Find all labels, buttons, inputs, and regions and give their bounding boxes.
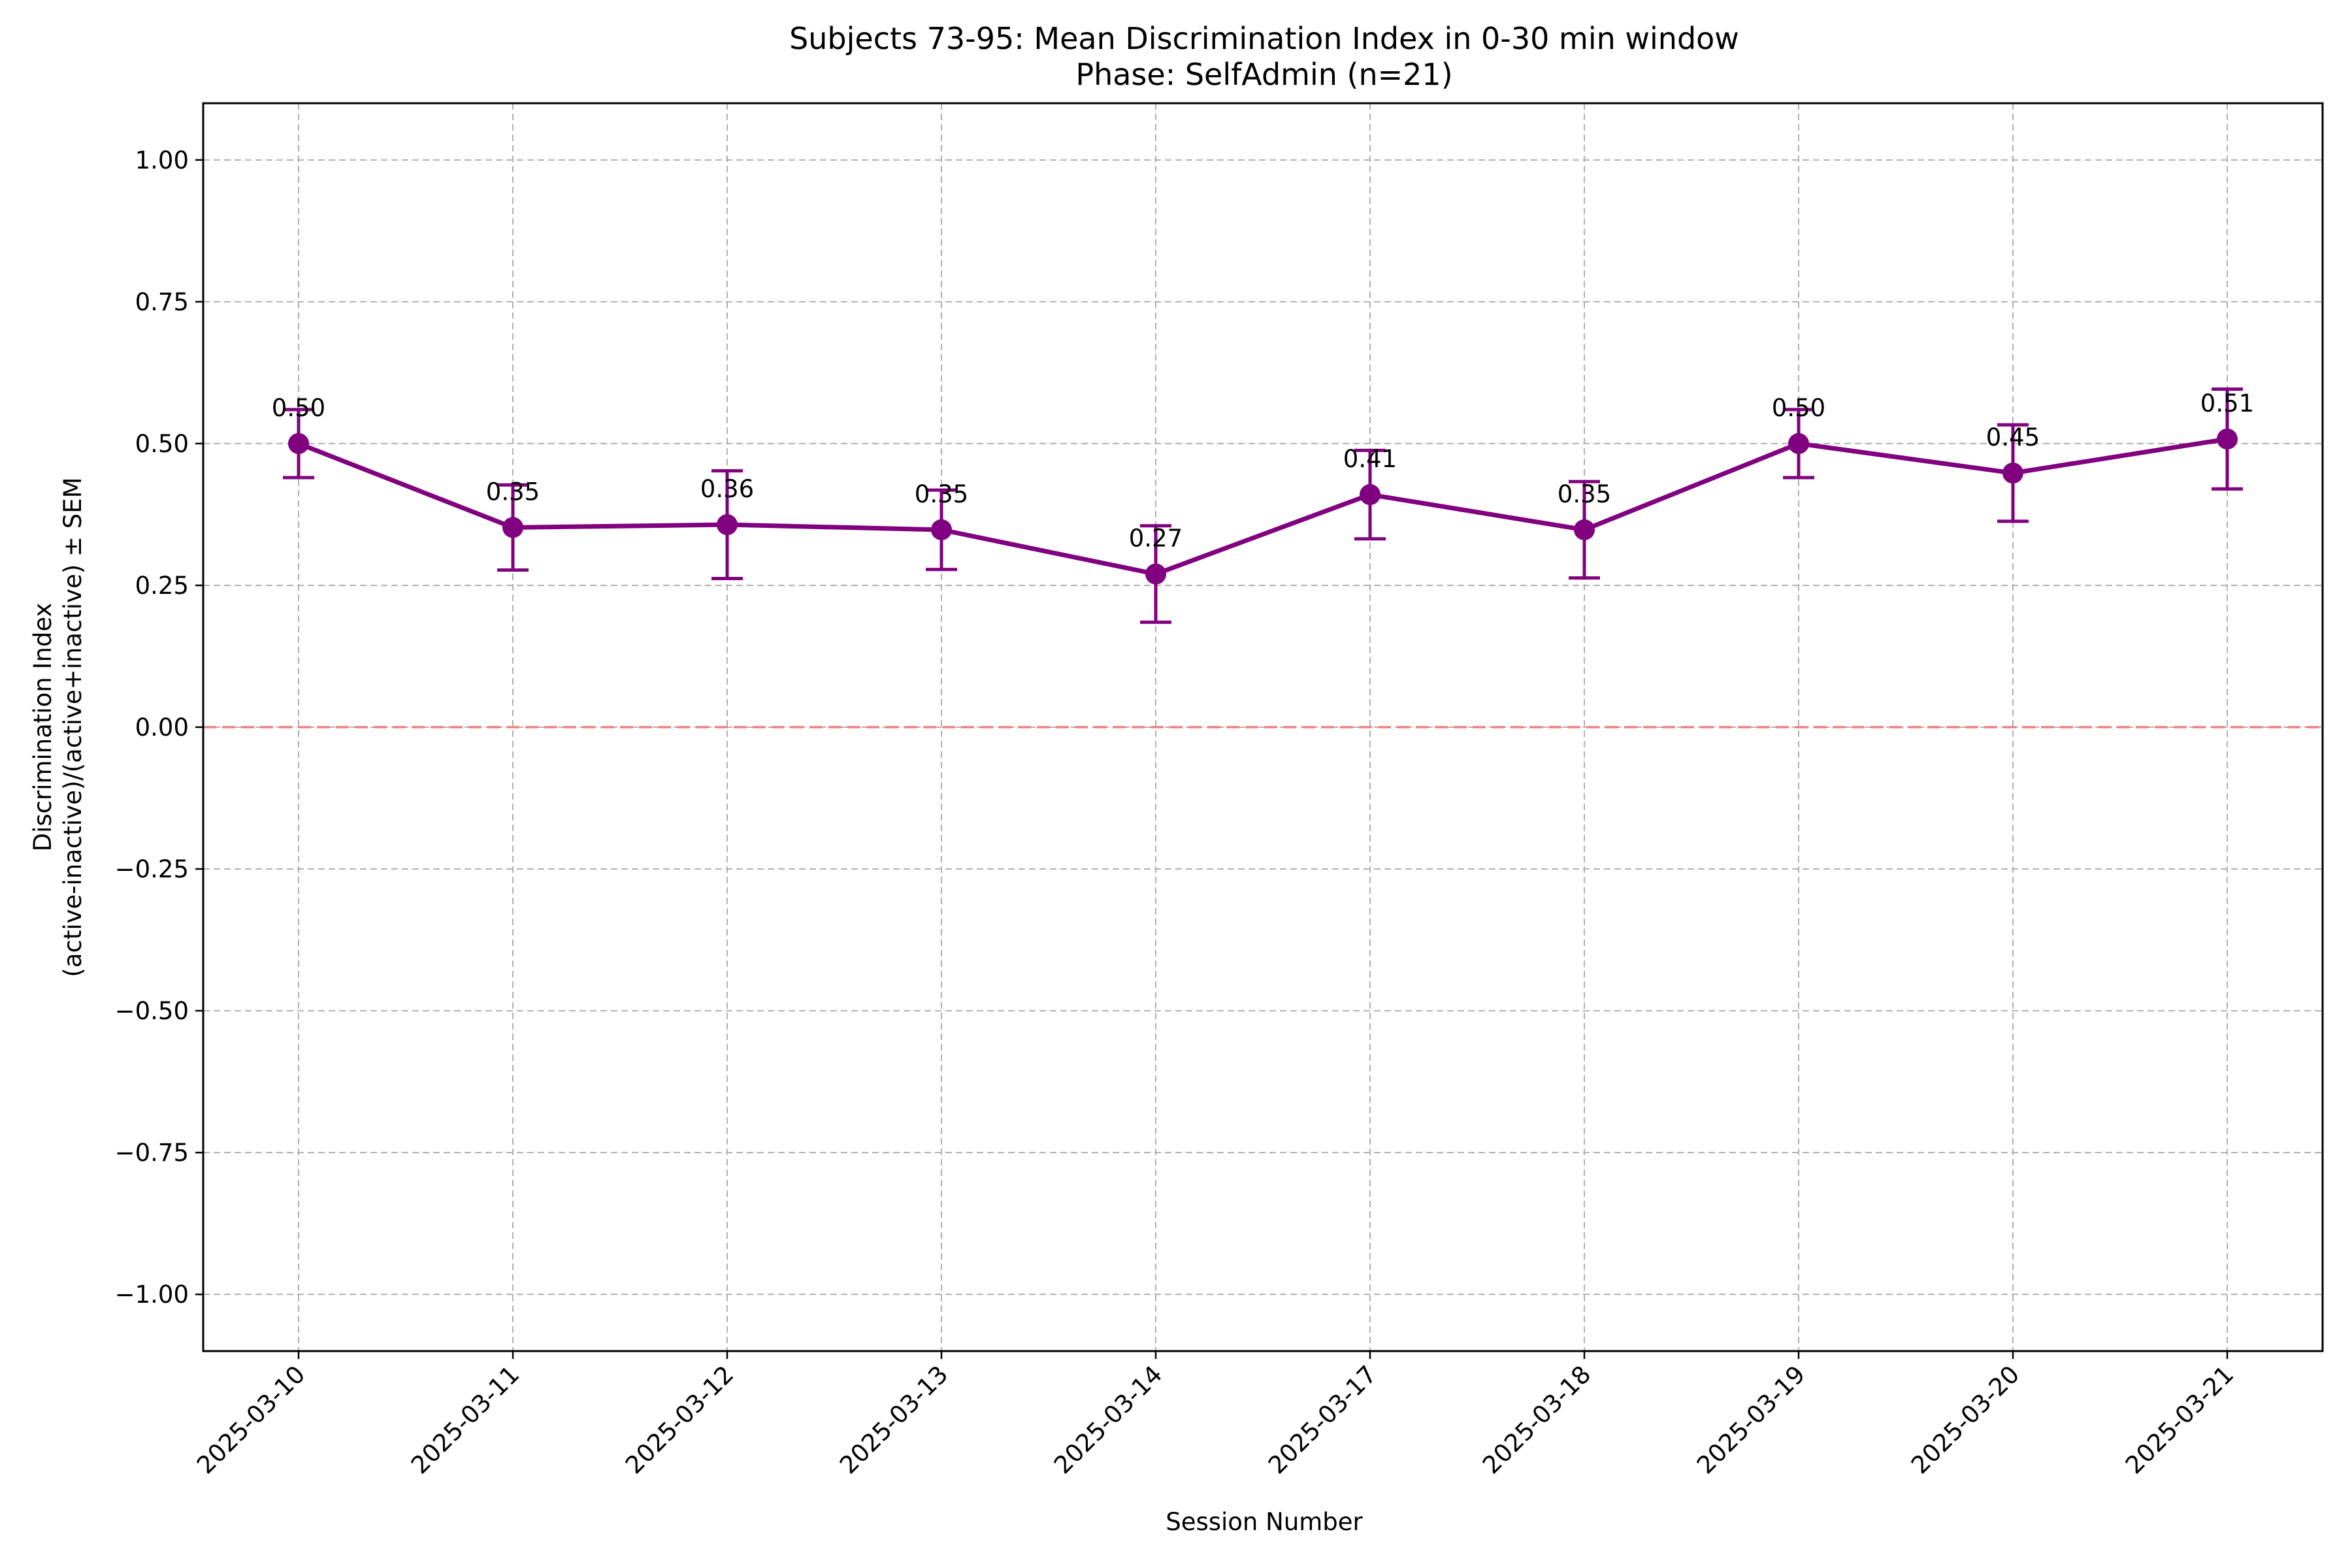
y-tick-label-1: −0.75 (115, 1139, 189, 1167)
data-label-8: 0.45 (1986, 423, 2040, 451)
data-label-6: 0.35 (1558, 480, 1611, 508)
data-label-1: 0.35 (486, 478, 540, 506)
series-layer (283, 387, 2243, 624)
y-tick-label-4: 0.00 (135, 713, 189, 742)
data-label-3: 0.35 (915, 480, 968, 508)
data-label-2: 0.36 (700, 475, 754, 503)
data-label-5: 0.41 (1343, 445, 1397, 473)
y-tick-label-5: 0.25 (135, 572, 189, 600)
y-axis-label: Discrimination Index (29, 603, 57, 852)
data-point-9 (2217, 428, 2238, 449)
chart-subtitle: Phase: SelfAdmin (n=21) (1075, 57, 1452, 92)
data-point-8 (2002, 463, 2023, 484)
grid (203, 103, 2323, 1351)
x-tick-label-7: 2025-03-19 (1691, 1360, 1810, 1479)
x-tick-label-1: 2025-03-11 (406, 1360, 525, 1479)
x-tick-label-6: 2025-03-18 (1477, 1360, 1596, 1479)
x-tick-label-3: 2025-03-13 (834, 1360, 953, 1479)
y-tick-label-3: −0.25 (115, 855, 189, 883)
data-label-9: 0.51 (2200, 389, 2254, 417)
y-tick-label-0: −1.00 (115, 1281, 189, 1309)
y-tick-label-7: 0.75 (135, 288, 189, 316)
data-label-4: 0.27 (1129, 525, 1183, 553)
x-tick-label-5: 2025-03-17 (1263, 1360, 1382, 1479)
x-tick-label-9: 2025-03-21 (2120, 1360, 2239, 1479)
x-tick-label-4: 2025-03-14 (1049, 1360, 1168, 1479)
data-point-4 (1145, 563, 1166, 585)
data-label-0: 0.50 (272, 394, 325, 422)
x-tick-label-0: 2025-03-10 (191, 1360, 310, 1479)
data-point-3 (931, 519, 952, 540)
x-axis-label: Session Number (1166, 1508, 1363, 1536)
data-labels: 0.50 0.35 0.36 0.35 0.27 0.41 0.35 0.50 0.45 0.51 (272, 389, 2254, 553)
data-point-1 (502, 517, 523, 538)
data-point-7 (1788, 433, 1809, 454)
data-point-0 (288, 433, 309, 454)
data-point-6 (1574, 519, 1595, 540)
data-point-2 (717, 514, 738, 536)
axis-ticks: −1.00 −0.75 −0.50 −0.25 0.00 0.25 0.50 0.75 1.00… (115, 146, 2240, 1480)
y-axis-label-line2: (active-inactive)/(active+inactive) ± SE… (59, 477, 87, 977)
data-point-5 (1360, 484, 1380, 506)
chart-title: Subjects 73-95: Mean Discrimination Inde… (789, 21, 1739, 56)
y-tick-label-6: 0.50 (135, 430, 189, 458)
data-label-7: 0.50 (1772, 394, 1825, 422)
y-tick-label-2: −0.50 (115, 997, 189, 1025)
series-line-0 (297, 436, 2228, 577)
y-tick-label-8: 1.00 (135, 146, 189, 174)
x-tick-label-2: 2025-03-12 (620, 1360, 739, 1479)
x-tick-label-8: 2025-03-20 (1906, 1360, 2025, 1479)
